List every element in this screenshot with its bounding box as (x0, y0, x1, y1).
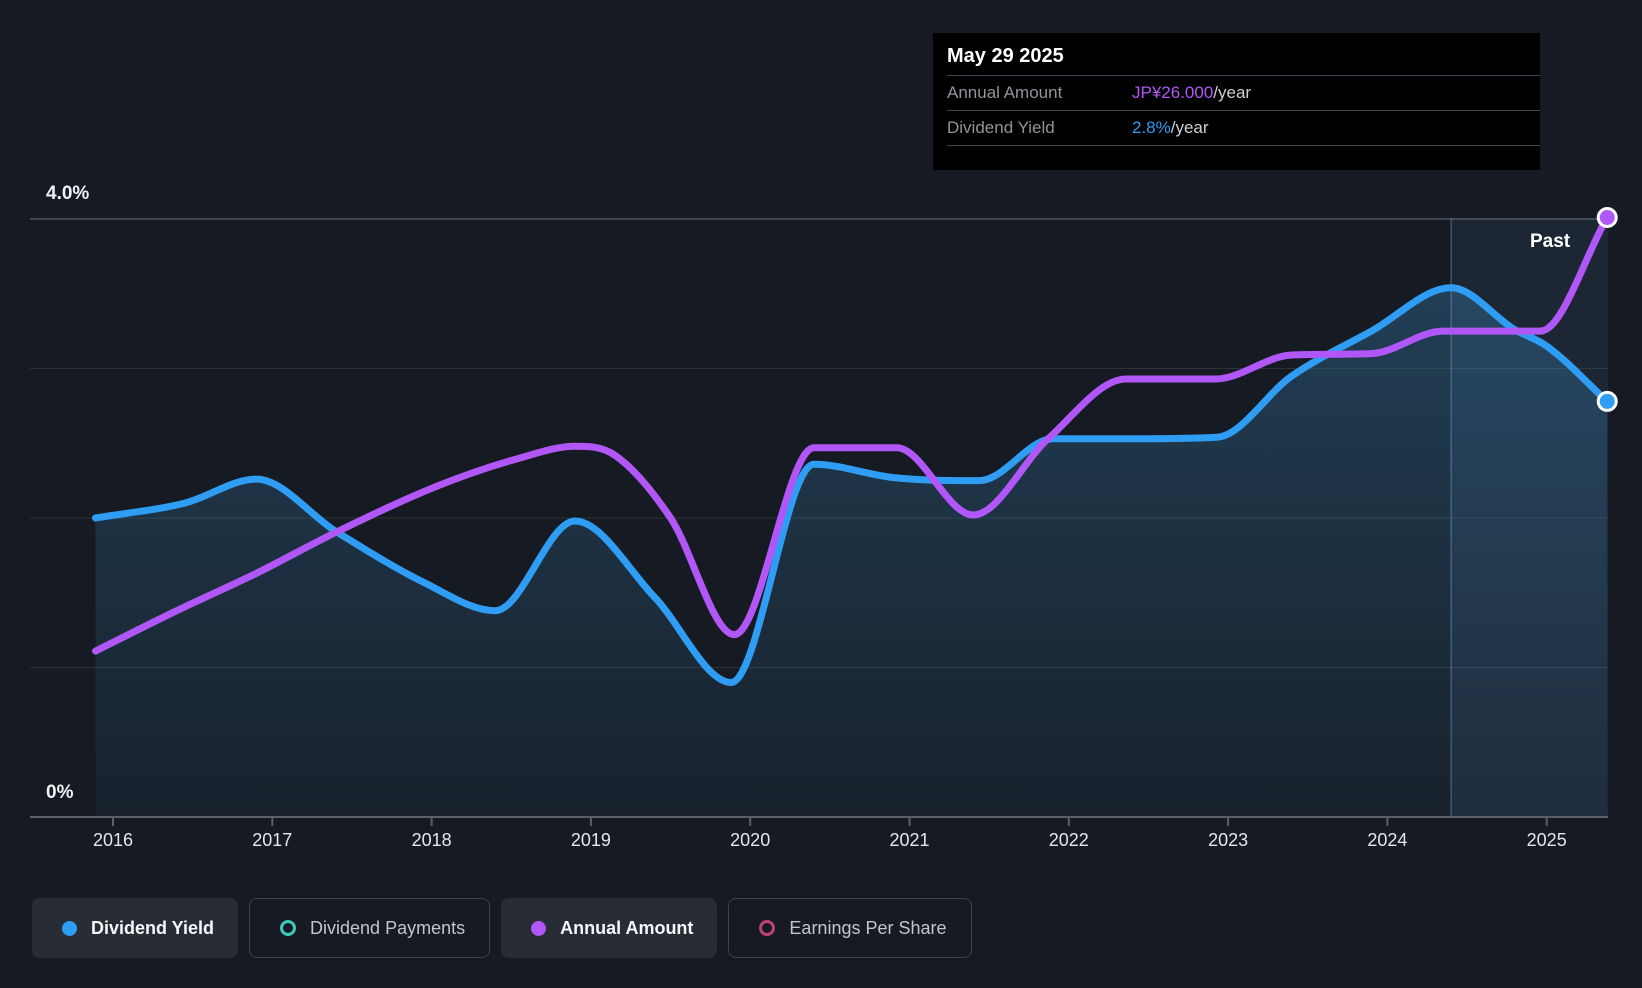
legend-item-label: Annual Amount (560, 917, 694, 938)
legend-item-annual-amount[interactable]: Annual Amount (501, 898, 718, 958)
annual-amount-line (92, 214, 1611, 655)
legend-item-earnings-per-share[interactable]: Earnings Per Share (728, 898, 972, 958)
x-tick-label-2024: 2024 (1367, 830, 1408, 850)
legend-dot-icon (531, 920, 547, 936)
y-axis-bottom-label: 0% (46, 782, 74, 803)
tooltip-date: May 29 2025 (947, 45, 1064, 67)
past-region-overlay (1451, 218, 1608, 817)
dividend-yield-line (92, 284, 1611, 686)
tooltip-row-annual-amount: Annual Amount JP¥26.000 /year (947, 75, 1540, 110)
legend-item-label: Earnings Per Share (789, 917, 947, 938)
legend-dot-icon (62, 920, 77, 936)
x-tick-label-2020: 2020 (730, 830, 771, 850)
x-tick-label-2017: 2017 (252, 830, 293, 850)
x-tick-label-2016: 2016 (92, 830, 134, 850)
legend-ring-icon (759, 920, 776, 936)
tooltip-row-dividend-yield: Dividend Yield 2.8% /year (947, 110, 1540, 145)
tooltip-value-dividend-yield: 2.8% (1132, 118, 1171, 137)
annual-amount-end-marker[interactable] (1596, 207, 1618, 229)
chart-tooltip: May 29 2025 Annual Amount JP¥26.000 /yea… (933, 33, 1540, 170)
legend-item-label: Dividend Payments (310, 917, 466, 938)
x-tick-label-2018: 2018 (411, 830, 452, 850)
x-tick-label-2021: 2021 (889, 830, 930, 850)
x-tick-label-2022: 2022 (1048, 830, 1089, 850)
dividend-yield-end-marker[interactable] (1596, 390, 1618, 412)
x-tick-label-2019: 2019 (570, 830, 611, 850)
past-region-label: Past (1530, 231, 1571, 252)
x-tick-label-2025: 2025 (1526, 830, 1567, 850)
tooltip-label: Annual Amount (947, 83, 1063, 102)
dividend-yield-area-fill (95, 287, 1608, 817)
legend-item-label: Dividend Yield (91, 917, 215, 938)
tooltip-bottom-rule (947, 145, 1540, 162)
tooltip-value-suffix: /year (1213, 83, 1252, 102)
y-axis-top-label: 4.0% (46, 183, 90, 204)
chart-legend: Dividend Yield Dividend Payments Annual Am… (32, 898, 972, 958)
legend-ring-icon (280, 920, 297, 936)
legend-item-dividend-payments[interactable]: Dividend Payments (249, 898, 491, 958)
legend-item-dividend-yield[interactable]: Dividend Yield (32, 898, 239, 958)
tooltip-label: Dividend Yield (947, 118, 1055, 137)
tooltip-value-suffix: /year (1170, 118, 1209, 137)
tooltip-value-annual-amount: JP¥26.000 (1132, 83, 1214, 102)
x-tick-label-2023: 2023 (1208, 830, 1249, 850)
